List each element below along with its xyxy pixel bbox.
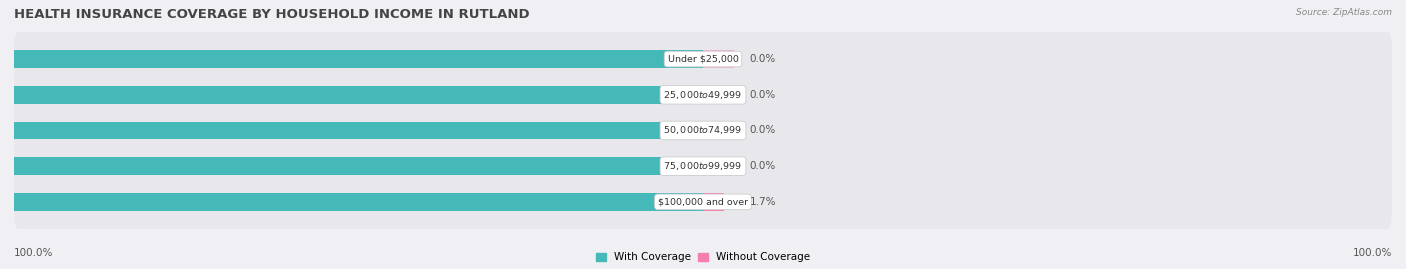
Bar (703, 86, 734, 104)
Text: 0.0%: 0.0% (749, 161, 776, 171)
Text: 0.0%: 0.0% (749, 90, 776, 100)
Text: $75,000 to $99,999: $75,000 to $99,999 (664, 160, 742, 172)
FancyBboxPatch shape (14, 66, 1392, 123)
Bar (703, 157, 734, 175)
Text: 100.0%: 100.0% (1353, 248, 1392, 258)
Bar (703, 193, 724, 211)
FancyBboxPatch shape (14, 174, 1392, 230)
Text: 100.0%: 100.0% (14, 248, 53, 258)
FancyBboxPatch shape (14, 138, 1392, 194)
Text: HEALTH INSURANCE COVERAGE BY HOUSEHOLD INCOME IN RUTLAND: HEALTH INSURANCE COVERAGE BY HOUSEHOLD I… (14, 8, 530, 21)
Text: $100,000 and over: $100,000 and over (658, 197, 748, 206)
Bar (0, 86, 703, 104)
FancyBboxPatch shape (14, 102, 1392, 159)
Bar (703, 122, 734, 139)
Text: $50,000 to $74,999: $50,000 to $74,999 (664, 125, 742, 136)
Text: 0.0%: 0.0% (749, 125, 776, 136)
Bar (0, 157, 703, 175)
Text: $25,000 to $49,999: $25,000 to $49,999 (664, 89, 742, 101)
Text: Source: ZipAtlas.com: Source: ZipAtlas.com (1296, 8, 1392, 17)
Bar (703, 50, 734, 68)
Bar (0, 50, 703, 68)
Bar (0, 193, 703, 211)
Bar (0, 122, 703, 139)
Text: 1.7%: 1.7% (749, 197, 776, 207)
Legend: With Coverage, Without Coverage: With Coverage, Without Coverage (592, 248, 814, 267)
Text: 0.0%: 0.0% (749, 54, 776, 64)
Text: Under $25,000: Under $25,000 (668, 55, 738, 63)
FancyBboxPatch shape (14, 31, 1392, 87)
